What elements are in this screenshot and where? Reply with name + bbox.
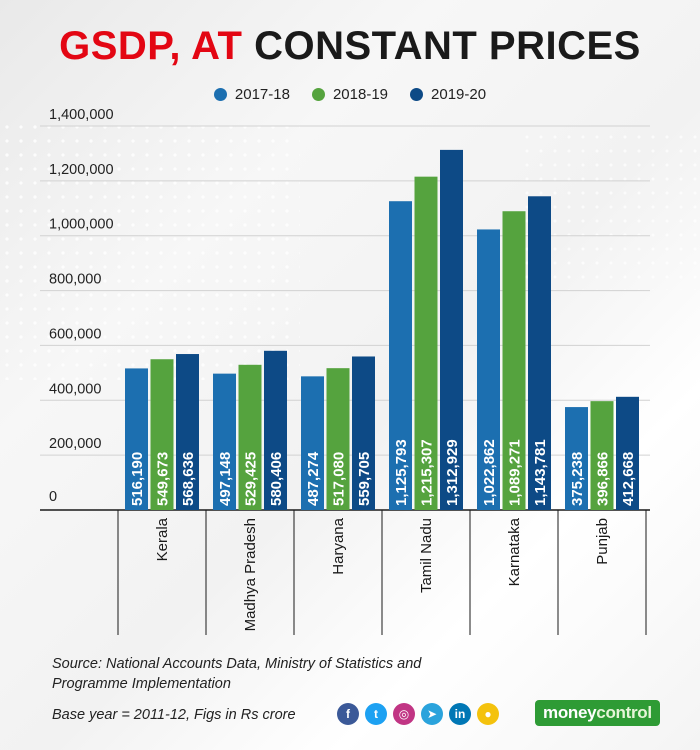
x-tick-label: Karnataka: [506, 517, 523, 586]
moneycontrol-logo: moneycontrol: [535, 700, 660, 726]
bar-value-label: 559,705: [356, 452, 373, 506]
title-part1: GSDP,: [59, 24, 181, 68]
brand-part1: money: [543, 703, 597, 722]
bar: [238, 364, 262, 510]
y-tick-label: 200,000: [49, 436, 101, 452]
bar-value-label: 1,143,781: [532, 439, 549, 506]
y-tick-label: 0: [49, 489, 57, 505]
linkedin-icon[interactable]: in: [449, 703, 471, 725]
instagram-icon[interactable]: ◎: [393, 703, 415, 725]
bar: [326, 368, 350, 510]
background-dots: [0, 120, 300, 380]
x-tick-label: Haryana: [330, 517, 347, 574]
bar-value-label: 375,238: [569, 452, 586, 506]
legend-dot-2018-19: [311, 88, 325, 101]
x-tick-label: Madhya Pradesh: [242, 518, 259, 631]
bar-value-label: 497,148: [217, 452, 234, 506]
bar-value-label: 1,125,793: [393, 439, 410, 506]
legend-item-2018-19: 2018-19: [311, 86, 389, 103]
x-tick-label: Kerala: [154, 517, 171, 561]
title-part2: AT: [191, 24, 243, 68]
bar-value-label: 1,215,307: [419, 439, 436, 506]
bar: [176, 354, 199, 510]
bar: [389, 201, 412, 510]
bar: [301, 376, 324, 510]
y-tick-label: 1,000,000: [49, 217, 114, 233]
bar-value-label: 580,406: [268, 452, 285, 506]
bar-value-label: 1,312,929: [444, 439, 461, 506]
bar: [477, 229, 500, 510]
legend-item-2019-20: 2019-20: [410, 86, 486, 103]
bar-value-label: 516,190: [129, 452, 146, 506]
bar: [616, 396, 639, 510]
facebook-icon[interactable]: f: [337, 703, 359, 725]
legend-dot-2019-20: [410, 88, 424, 101]
legend: 2017-18 2018-19 2019-20: [0, 86, 700, 103]
twitter-icon[interactable]: t: [365, 703, 387, 725]
chart-title: GSDP, AT CONSTANT PRICES: [0, 24, 700, 69]
legend-label-2019-20: 2019-20: [431, 86, 487, 103]
y-tick-label: 800,000: [49, 272, 101, 288]
bar: [590, 401, 614, 510]
legend-dot-2017-18: [213, 88, 227, 101]
bar-value-label: 412,668: [620, 452, 637, 506]
bar: [565, 407, 588, 510]
bar-value-label: 529,425: [243, 452, 260, 506]
y-tick-label: 1,400,000: [49, 107, 114, 123]
bar-value-label: 396,866: [595, 452, 612, 506]
social-icons: f t ◎ ➤ in ●: [337, 703, 499, 725]
legend-label-2017-18: 2017-18: [234, 86, 290, 103]
bar-value-label: 517,080: [331, 452, 348, 506]
x-tick-label: Tamil Nadu: [418, 518, 435, 593]
telegram-icon[interactable]: ➤: [421, 703, 443, 725]
y-tick-label: 1,200,000: [49, 162, 114, 178]
bar-value-label: 1,089,271: [507, 439, 524, 506]
x-tick-label: Punjab: [594, 518, 611, 565]
legend-item-2017-18: 2017-18: [213, 86, 290, 103]
bar: [213, 373, 236, 510]
bar-value-label: 549,673: [155, 452, 172, 506]
base-year-note: Base year = 2011-12, Figs in Rs crore: [52, 707, 296, 723]
bar: [150, 359, 174, 510]
koo-icon[interactable]: ●: [477, 703, 499, 725]
brand-part2: control: [596, 703, 652, 722]
legend-label-2018-19: 2018-19: [332, 86, 389, 103]
bar: [125, 368, 148, 510]
bar-value-label: 487,274: [305, 451, 322, 506]
bar-value-label: 1,022,862: [481, 439, 498, 506]
y-tick-label: 400,000: [49, 381, 101, 397]
bar: [440, 149, 463, 510]
y-tick-label: 600,000: [49, 326, 101, 342]
bar: [528, 196, 551, 510]
bar: [502, 211, 526, 511]
bar: [264, 350, 287, 510]
bar: [352, 356, 375, 510]
bar: [414, 176, 438, 511]
title-part3: CONSTANT PRICES: [254, 24, 641, 68]
bar-value-label: 568,636: [180, 452, 197, 506]
source-note: Source: National Accounts Data, Ministry…: [52, 656, 422, 692]
